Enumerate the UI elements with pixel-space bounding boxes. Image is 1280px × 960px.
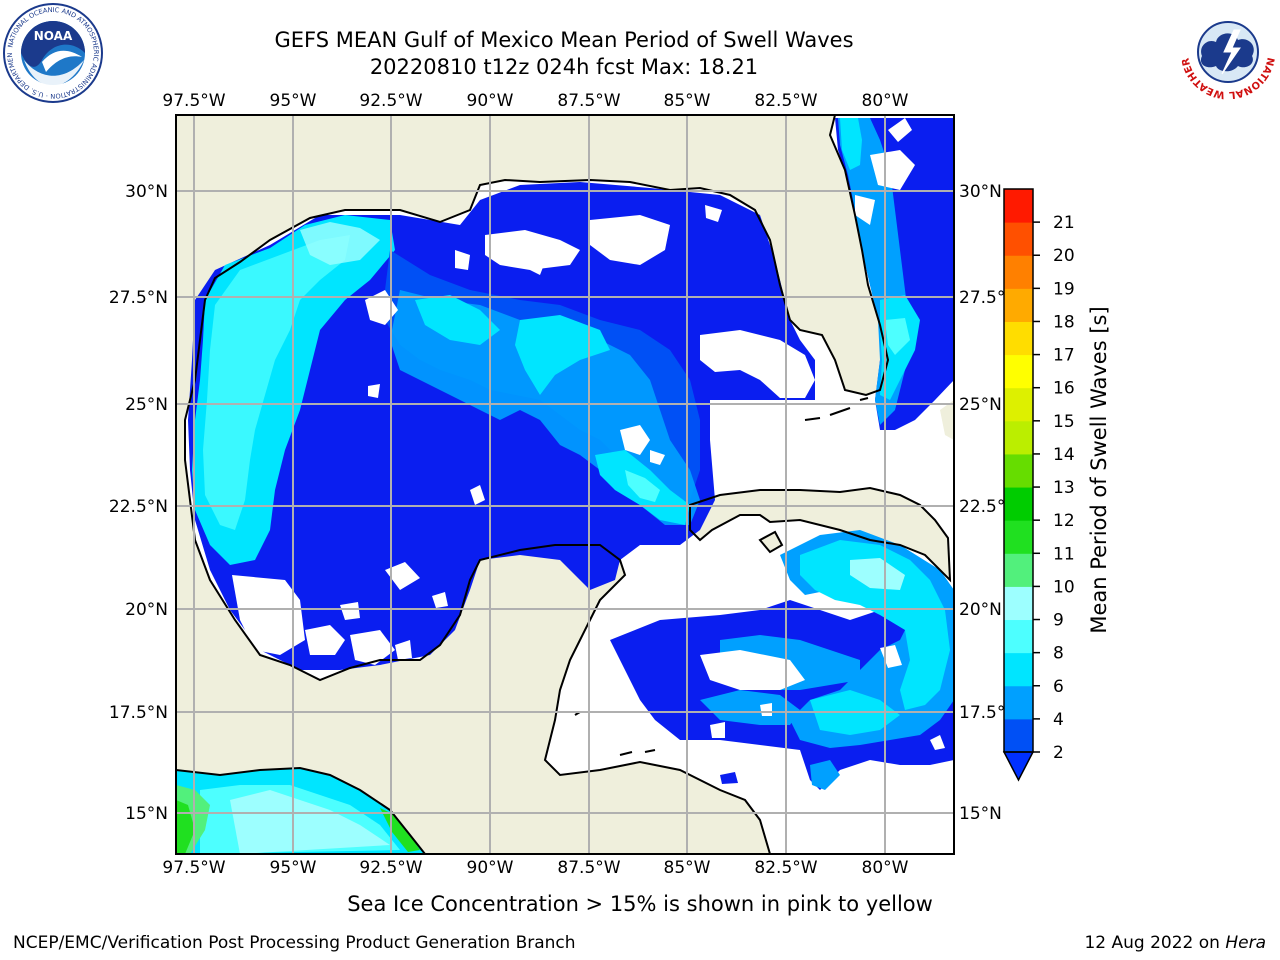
colorbar-tick-label: 17: [1053, 346, 1075, 366]
lon-label: 85°W: [664, 858, 711, 878]
lon-label: 80°W: [862, 858, 909, 878]
colorbar-tick-label: 4: [1053, 710, 1064, 730]
lat-label: 30°N: [125, 182, 168, 202]
lat-label: 25°N: [125, 395, 168, 415]
colorbar-segment: [1004, 553, 1033, 587]
svg-text:NOAA: NOAA: [34, 29, 73, 43]
colorbar-tick-label: 11: [1053, 544, 1075, 564]
map-title: GEFS MEAN Gulf of Mexico Mean Period of …: [274, 28, 854, 52]
colorbar-tick-label: 12: [1053, 511, 1075, 531]
machine-name: Hera: [1225, 933, 1266, 953]
colorbar-tick-label: 18: [1053, 312, 1075, 332]
graticule: [176, 115, 954, 854]
lon-label: 87.5°W: [557, 91, 620, 111]
colorbar-segment: [1004, 685, 1033, 720]
colorbar-segment: [1004, 354, 1033, 389]
colorbar-tick-label: 13: [1053, 478, 1075, 498]
colorbar-segment: [1004, 189, 1033, 223]
colorbar-segment: [1004, 619, 1033, 654]
date-stamp: 12 Aug 2022 on Hera: [1084, 933, 1266, 953]
lon-label: 97.5°W: [162, 858, 225, 878]
sea-ice-note: Sea Ice Concentration > 15% is shown in …: [347, 892, 933, 916]
lon-labels-top: 97.5°W 95°W 92.5°W 90°W 87.5°W 85°W 82.5…: [162, 91, 908, 111]
lon-label: 87.5°W: [557, 858, 620, 878]
lat-label: 30°N: [959, 182, 1002, 202]
lat-label: 17.5°N: [109, 703, 168, 723]
lon-label: 92.5°W: [359, 858, 422, 878]
lon-label: 95°W: [270, 91, 317, 111]
noaa-logo: NATIONAL OCEANIC AND ATMOSPHERIC ADMINIS…: [2, 2, 103, 103]
lat-label: 22.5°N: [109, 497, 168, 517]
credit-text: NCEP/EMC/Verification Post Processing Pr…: [13, 933, 576, 953]
lat-label: 15°N: [125, 804, 168, 824]
colorbar-segment: [1004, 586, 1033, 621]
colorbar-tick-label: 14: [1053, 445, 1075, 465]
date-text: 12 Aug 2022 on: [1084, 933, 1220, 953]
lon-label: 80°W: [862, 91, 909, 111]
lat-label: 25°N: [959, 395, 1002, 415]
lat-label: 20°N: [959, 600, 1002, 620]
colorbar: 2 4 6 8 9 10 11 12 13 14 15 16 17 18 19 20 21: [1002, 188, 1075, 782]
colorbar-segment: [1004, 420, 1033, 455]
colorbar-tick-label: 21: [1053, 213, 1075, 233]
colorbar-tick-label: 2: [1053, 743, 1064, 763]
lon-label: 90°W: [467, 91, 514, 111]
colorbar-segment: [1004, 288, 1033, 322]
lon-label: 82.5°W: [754, 858, 817, 878]
colorbar-label: Mean Period of Swell Waves [s]: [1087, 306, 1111, 633]
colorbar-segment: [1004, 718, 1033, 753]
colorbar-segment: [1004, 222, 1033, 256]
colorbar-segment: [1004, 321, 1033, 356]
colorbar-tick-label: 15: [1053, 412, 1075, 432]
lon-label: 97.5°W: [162, 91, 225, 111]
colorbar-segment: [1004, 387, 1033, 422]
colorbar-tick-label: 8: [1053, 644, 1064, 664]
colorbar-tick-label: 16: [1053, 379, 1075, 399]
colorbar-segment: [1004, 652, 1033, 687]
colorbar-tick-label: 20: [1053, 246, 1075, 266]
lat-label: 27.5°N: [109, 288, 168, 308]
colorbar-segment: [1004, 520, 1033, 554]
nws-logo: NATIONAL WEATHER SERVICE: [1178, 2, 1276, 100]
lat-label: 20°N: [125, 600, 168, 620]
lon-labels-bottom: 97.5°W 95°W 92.5°W 90°W 87.5°W 85°W 82.5…: [162, 858, 908, 878]
lon-label: 85°W: [664, 91, 711, 111]
lon-label: 92.5°W: [359, 91, 422, 111]
colorbar-tick-label: 10: [1053, 577, 1075, 597]
lon-label: 82.5°W: [754, 91, 817, 111]
colorbar-tick-label: 19: [1053, 279, 1075, 299]
colorbar-segment: [1004, 453, 1033, 488]
lon-label: 95°W: [270, 858, 317, 878]
colorbar-outline: [1003, 188, 1034, 753]
colorbar-tick-label: 6: [1053, 677, 1064, 697]
colorbar-extend-arrow: [1002, 751, 1035, 782]
map-frame: [175, 114, 955, 855]
colorbar-segment: [1004, 487, 1033, 521]
lon-label: 90°W: [467, 858, 514, 878]
colorbar-tick-label: 9: [1053, 611, 1064, 631]
lat-labels-left: 30°N 27.5°N 25°N 22.5°N 20°N 17.5°N 15°N: [109, 182, 168, 824]
map-subtitle: 20220810 t12z 024h fcst Max: 18.21: [369, 55, 759, 79]
colorbar-segment: [1004, 255, 1033, 289]
lat-label: 15°N: [959, 804, 1002, 824]
